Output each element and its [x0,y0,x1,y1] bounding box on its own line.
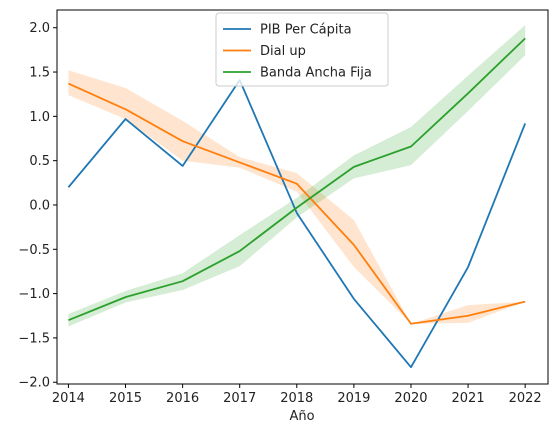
data-point-pib-per-capita [410,366,412,368]
y-tick-label: 1.5 [29,66,50,81]
confidence-bands [68,25,526,327]
data-point-pib-per-capita [296,212,298,214]
series-line-dial-up [68,82,526,325]
data-point-pib-per-capita [524,122,526,124]
x-tick-label: 2017 [223,391,256,406]
x-tick-label: 2018 [280,391,313,406]
legend: PIB Per Cápita Dial up Banda Ancha Fija [215,12,389,87]
series-line-banda-ancha-fija [68,37,526,322]
series-lines [67,37,526,369]
plot-frame [56,9,549,385]
x-axis-ticks: 2014 2015 2016 2017 2018 2019 2020 2021 2022 [52,384,542,406]
data-point-dial-up [524,301,526,303]
data-point-banda-ancha-fija [467,92,469,94]
x-tick-label: 2015 [109,391,142,406]
band-banda-ancha-fija [68,25,526,327]
data-point-banda-ancha-fija [182,280,184,282]
y-tick-label: −1.5 [18,331,50,346]
x-tick-label: 2022 [509,391,542,406]
data-point-dial-up [353,244,355,246]
data-point-banda-ancha-fija [524,37,526,39]
series-line-pib-per-capita [67,79,526,369]
data-point-banda-ancha-fija [125,296,127,298]
x-axis-label: Año [289,409,314,424]
x-tick-label: 2019 [337,391,370,406]
data-point-dial-up [239,161,241,163]
data-point-pib-per-capita [353,298,355,300]
y-tick-label: 1.0 [29,110,50,125]
data-point-pib-per-capita [467,266,469,268]
data-point-banda-ancha-fija [410,145,412,147]
legend-label-dial-up: Dial up [260,44,306,59]
x-tick-label: 2016 [166,391,199,406]
y-tick-label: 0.5 [29,154,50,169]
y-tick-label: −2.0 [18,376,50,391]
y-tick-label: −1.0 [18,287,50,302]
data-point-pib-per-capita [182,165,184,167]
data-point-banda-ancha-fija [239,250,241,252]
x-tick-label: 2020 [394,391,427,406]
data-point-banda-ancha-fija [353,166,355,168]
y-axis-ticks: −2.0 −1.5 −1.0 −0.5 0.0 0.5 1.0 1.5 2.0 [18,21,57,391]
data-point-dial-up [67,83,69,85]
legend-box [215,12,389,87]
band-dial-up [68,70,526,324]
legend-label-banda-ancha-fija: Banda Ancha Fija [260,66,372,81]
legend-label-pib-per-capita: PIB Per Cápita [260,23,352,38]
x-tick-label: 2021 [452,391,485,406]
y-tick-label: −0.5 [18,243,50,258]
data-point-pib-per-capita [67,186,69,188]
data-point-dial-up [467,315,469,317]
y-tick-label: 0.0 [29,198,50,213]
data-point-pib-per-capita [125,118,127,120]
data-point-dial-up [296,183,298,185]
data-point-dial-up [182,140,184,142]
data-point-dial-up [410,323,412,325]
data-point-banda-ancha-fija [67,319,69,321]
y-tick-label: 2.0 [29,21,50,36]
data-point-dial-up [125,108,127,110]
data-point-banda-ancha-fija [296,207,298,209]
x-tick-label: 2014 [52,391,85,406]
